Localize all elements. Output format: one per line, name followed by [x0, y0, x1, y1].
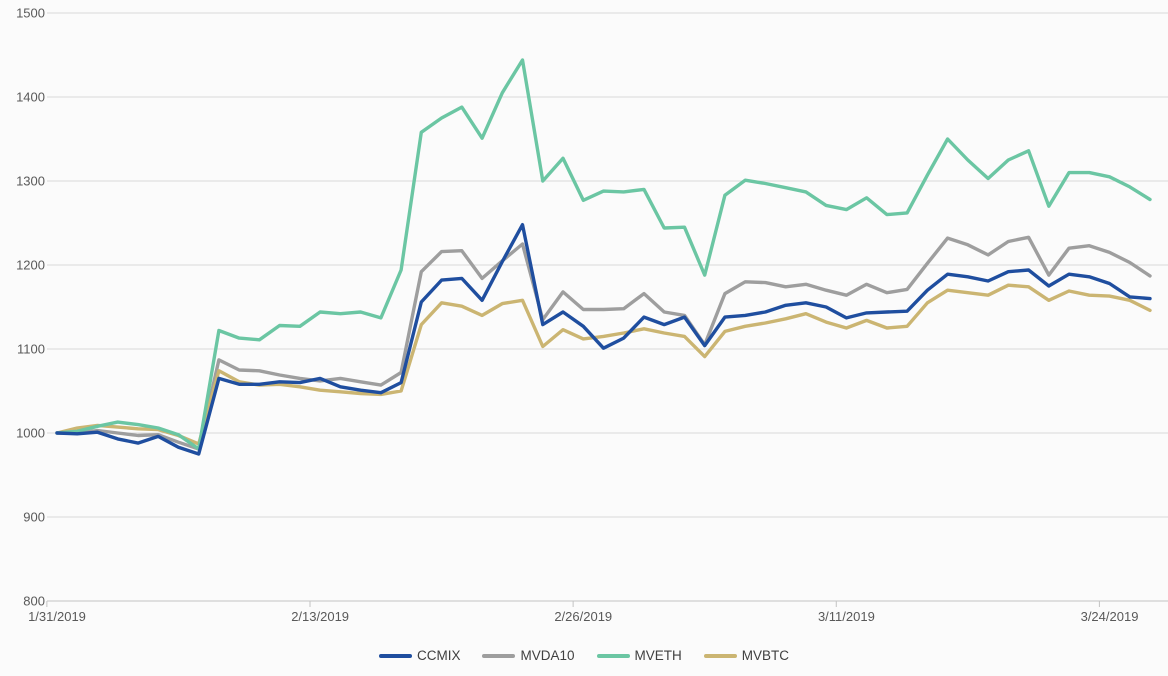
y-axis-label: 800 — [23, 594, 45, 609]
x-axis-label: 2/26/2019 — [554, 609, 612, 624]
legend-label: MVBTC — [741, 648, 790, 663]
legend-item-mveth: MVETH — [596, 648, 682, 663]
series-line-ccmix — [55, 222, 1152, 456]
x-axis-label: 2/13/2019 — [291, 609, 349, 624]
y-axis-label: 1100 — [17, 342, 45, 357]
legend-line-swatch-mvda10 — [482, 653, 516, 658]
legend-line-swatch-mvbtc — [703, 653, 737, 658]
legend-label: MVETH — [634, 648, 682, 663]
y-axis-label: 900 — [23, 510, 45, 525]
series-line-mvbtc — [55, 283, 1152, 446]
chart-legend: CCMIX MVDA10 MVETH MVBTC — [0, 648, 1168, 663]
series-line-mvda10 — [55, 235, 1152, 451]
legend-item-ccmix: CCMIX — [378, 648, 461, 663]
legend-item-mvda10: MVDA10 — [482, 648, 575, 663]
x-axis-label: 3/11/2019 — [818, 609, 875, 624]
legend-label: CCMIX — [416, 648, 461, 663]
series-line-mveth — [55, 58, 1152, 451]
x-axis-label: 3/24/2019 — [1081, 609, 1139, 624]
y-axis-label: 1500 — [16, 6, 45, 21]
y-axis-label: 1000 — [16, 426, 45, 441]
x-axis-label: 1/31/2019 — [28, 609, 86, 624]
y-axis-label: 1200 — [16, 258, 45, 273]
legend-line-swatch-ccmix — [378, 653, 412, 658]
legend-line-swatch-mveth — [596, 653, 630, 658]
y-axis-label: 1300 — [16, 174, 45, 189]
legend-item-mvbtc: MVBTC — [703, 648, 790, 663]
legend-label: MVDA10 — [520, 648, 575, 663]
y-axis-label: 1400 — [16, 90, 45, 105]
